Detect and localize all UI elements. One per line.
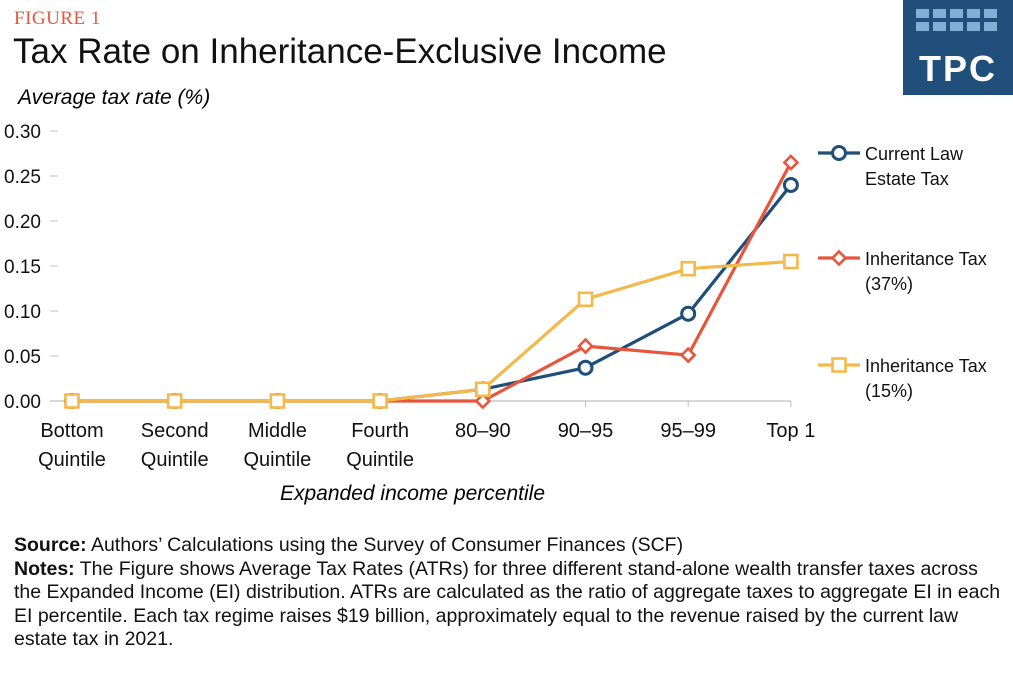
y-tick-label: 0.00 xyxy=(4,392,41,413)
y-tick-label: 0.30 xyxy=(4,122,41,143)
data-point-current_law xyxy=(782,177,799,193)
legend-label-current_law: Current Law xyxy=(865,144,964,164)
data-point-inheritance_37 xyxy=(474,392,492,410)
x-tick-label: 95–99 xyxy=(660,420,716,442)
data-point-current_law xyxy=(680,305,697,322)
x-tick-label: Second xyxy=(141,420,209,442)
y-tick-label: 0.05 xyxy=(4,347,41,368)
y-axis-label: Average tax rate (%) xyxy=(18,86,211,109)
data-point-inheritance_15 xyxy=(372,393,388,409)
legend-label-current_law: Estate Tax xyxy=(865,169,949,189)
source-text: Authors’ Calculations using the Survey o… xyxy=(86,534,684,556)
y-tick-label: 0.15 xyxy=(4,257,41,278)
x-tick-label: Middle xyxy=(248,420,307,442)
x-axis-label: Expanded income percentile xyxy=(280,482,546,505)
x-tick-label: 90–95 xyxy=(558,420,614,442)
data-point-inheritance_15 xyxy=(577,291,594,308)
data-point-inheritance_15 xyxy=(166,393,183,409)
legend-label-inheritance_37: (37%) xyxy=(865,274,913,294)
x-tick-label: Quintile xyxy=(141,449,209,471)
notes-block: Source: Authors’ Calculations using the … xyxy=(14,534,1004,652)
x-tick-label: Fourth xyxy=(351,420,409,442)
tpc-logo: TPC xyxy=(903,0,1013,95)
data-point-inheritance_15 xyxy=(269,393,286,409)
data-point-inheritance_15 xyxy=(474,381,491,398)
x-tick-label: Bottom xyxy=(40,420,103,442)
legend-marker-inheritance_15 xyxy=(831,357,847,373)
legend-label-inheritance_15: (15%) xyxy=(865,381,913,401)
x-tick-label: Top 1 xyxy=(766,420,815,442)
y-tick-label: 0.10 xyxy=(4,302,41,323)
source-label: Source: xyxy=(14,534,87,556)
legend-marker-current_law xyxy=(831,145,847,161)
x-tick-label: 80–90 xyxy=(455,420,511,442)
notes-paragraph: Notes: The Figure shows Average Tax Rate… xyxy=(14,558,1004,652)
chart-title: Tax Rate on Inheritance-Exclusive Income xyxy=(13,32,667,71)
legend-label-inheritance_15: Inheritance Tax xyxy=(865,356,987,376)
data-point-inheritance_37 xyxy=(577,337,594,355)
data-point-inheritance_37 xyxy=(679,346,697,364)
legend-label-inheritance_37: Inheritance Tax xyxy=(865,249,987,269)
data-point-inheritance_15 xyxy=(64,393,80,409)
notes-label: Notes: xyxy=(14,557,75,580)
series-line-inheritance_37 xyxy=(72,161,793,403)
data-point-inheritance_15 xyxy=(783,253,799,270)
legend-marker-inheritance_37 xyxy=(830,249,848,267)
x-tick-label: Quintile xyxy=(346,449,414,471)
source-line: Source: Authors’ Calculations using the … xyxy=(14,534,1004,558)
y-tick-label: 0.20 xyxy=(4,212,41,233)
data-point-inheritance_15 xyxy=(680,260,697,277)
series-line-inheritance_15 xyxy=(72,259,792,403)
figure-label: FIGURE 1 xyxy=(14,8,101,29)
notes-text: The Figure shows Average Tax Rates (ATRs… xyxy=(14,557,1001,651)
x-tick-label: Quintile xyxy=(243,449,311,471)
series-line-current_law xyxy=(72,184,793,403)
data-point-inheritance_37 xyxy=(782,154,800,171)
logo-text: TPC xyxy=(919,48,997,89)
y-tick-label: 0.25 xyxy=(4,167,41,188)
x-tick-label: Quintile xyxy=(38,449,106,471)
data-point-current_law xyxy=(577,359,594,376)
